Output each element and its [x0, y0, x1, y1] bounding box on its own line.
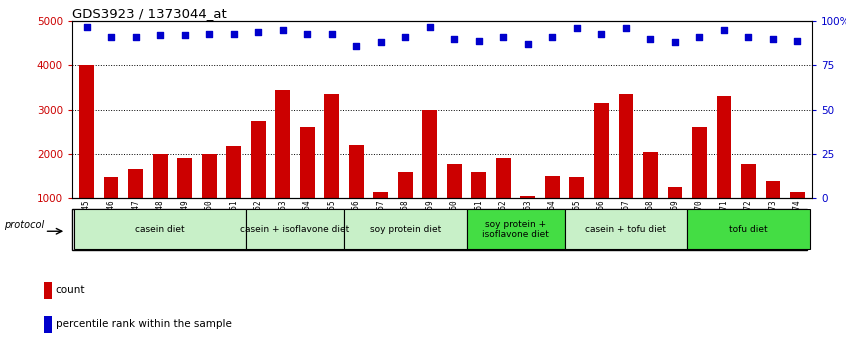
Bar: [45, 316, 52, 333]
Point: [472, 38, 486, 44]
Bar: [466, 209, 564, 249]
Bar: [520, 196, 536, 242]
Bar: [471, 172, 486, 242]
Bar: [299, 127, 315, 242]
Bar: [74, 209, 246, 249]
Bar: [545, 176, 560, 242]
Point: [202, 31, 216, 36]
Point: [619, 25, 633, 31]
Point: [251, 29, 265, 35]
Point: [546, 34, 559, 40]
Point: [129, 34, 142, 40]
Point: [448, 36, 461, 42]
Bar: [496, 158, 511, 242]
Point: [349, 43, 363, 49]
Point: [178, 33, 191, 38]
Bar: [153, 154, 168, 242]
Bar: [373, 192, 388, 242]
Point: [693, 34, 706, 40]
Text: count: count: [56, 285, 85, 295]
Text: casein diet: casein diet: [135, 225, 185, 234]
Point: [423, 24, 437, 29]
Point: [325, 31, 338, 36]
Text: protocol: protocol: [3, 220, 44, 230]
Point: [570, 25, 584, 31]
Bar: [104, 177, 118, 242]
Point: [227, 31, 240, 36]
Bar: [564, 209, 687, 249]
Text: soy protein +
isoflavone diet: soy protein + isoflavone diet: [482, 219, 549, 239]
Point: [497, 34, 510, 40]
Point: [521, 41, 535, 47]
Bar: [692, 127, 706, 242]
Text: tofu diet: tofu diet: [729, 225, 767, 234]
Text: GDS3923 / 1373044_at: GDS3923 / 1373044_at: [72, 7, 227, 20]
Bar: [45, 281, 52, 299]
Bar: [687, 209, 810, 249]
Point: [766, 36, 780, 42]
Point: [791, 38, 805, 44]
Bar: [178, 159, 192, 242]
Bar: [618, 94, 633, 242]
Bar: [344, 209, 466, 249]
Text: soy protein diet: soy protein diet: [370, 225, 441, 234]
Point: [80, 24, 93, 29]
Bar: [447, 164, 462, 242]
Text: percentile rank within the sample: percentile rank within the sample: [56, 319, 232, 329]
Point: [374, 40, 387, 45]
Bar: [275, 90, 290, 242]
Point: [668, 40, 682, 45]
Point: [717, 27, 731, 33]
Point: [644, 36, 657, 42]
Point: [398, 34, 412, 40]
Bar: [790, 192, 805, 242]
Point: [104, 34, 118, 40]
Bar: [643, 152, 657, 242]
Text: casein + tofu diet: casein + tofu diet: [585, 225, 667, 234]
Bar: [398, 172, 413, 242]
Point: [153, 33, 167, 38]
Bar: [422, 110, 437, 242]
Bar: [667, 187, 682, 242]
Bar: [741, 164, 755, 242]
Bar: [569, 177, 585, 242]
Point: [300, 31, 314, 36]
Bar: [594, 103, 609, 242]
Bar: [717, 97, 731, 242]
Point: [742, 34, 755, 40]
Point: [276, 27, 289, 33]
Bar: [80, 65, 94, 242]
Bar: [349, 145, 364, 242]
Bar: [324, 94, 339, 242]
Point: [595, 31, 608, 36]
Bar: [766, 181, 780, 242]
Bar: [202, 154, 217, 242]
Bar: [251, 121, 266, 242]
Bar: [227, 146, 241, 242]
Bar: [129, 170, 143, 242]
Bar: [246, 209, 344, 249]
Text: casein + isoflavone diet: casein + isoflavone diet: [240, 225, 349, 234]
